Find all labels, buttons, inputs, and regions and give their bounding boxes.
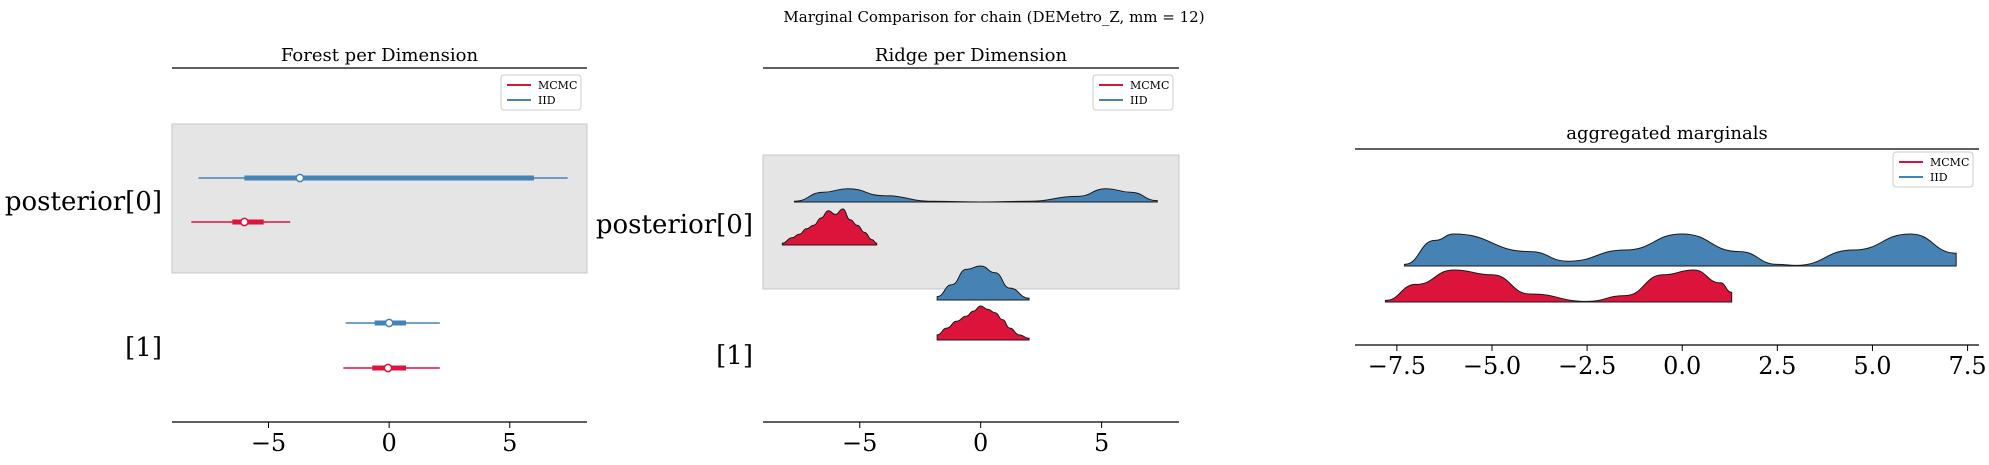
point-estimate <box>295 173 305 183</box>
x-tick-label: −5 <box>842 429 877 457</box>
x-tick-label: −5.0 <box>1463 352 1521 380</box>
point-estimate <box>240 217 249 227</box>
x-tick-label: −2.5 <box>1558 352 1616 380</box>
row-label: posterior[0] <box>596 210 753 240</box>
forest-mcmc-row-0 <box>191 217 291 227</box>
panels: Forest per Dimension −5 0 5 posterior[0] [1] M… <box>5 45 1987 457</box>
row-label: posterior[0] <box>5 187 162 217</box>
forest-mcmc-row-1 <box>343 363 440 373</box>
point-estimate <box>383 363 393 373</box>
legend-entry-mcmc: MCMC <box>1899 156 1969 169</box>
legend-label: MCMC <box>1930 156 1969 169</box>
legend-entry-mcmc: MCMC <box>1099 79 1169 92</box>
legend: MCMC IID <box>1892 151 1974 188</box>
x-tick-label: 0.0 <box>1663 352 1701 380</box>
x-tick-label: 5 <box>1094 429 1109 457</box>
legend: MCMC IID <box>1092 74 1174 111</box>
panel-title: Forest per Dimension <box>281 45 479 66</box>
legend-entry-iid: IID <box>1899 171 1948 184</box>
panel-title: Ridge per Dimension <box>875 45 1068 66</box>
x-tick-label: 0 <box>973 429 988 457</box>
x-tick-label: 7.5 <box>1948 352 1986 380</box>
legend-frame <box>500 74 582 111</box>
x-tick-label: −5 <box>251 429 286 457</box>
legend-label: MCMC <box>1130 79 1169 92</box>
legend-entry-iid: IID <box>1099 94 1148 107</box>
x-tick-label: 2.5 <box>1758 352 1796 380</box>
row-band <box>171 123 588 274</box>
forest-iid-row-1 <box>345 318 440 328</box>
figure-suptitle: Marginal Comparison for chain (DEMetro_Z… <box>783 8 1204 26</box>
legend-frame <box>1892 151 1974 188</box>
panel-1: Forest per Dimension −5 0 5 posterior[0] [1] M… <box>5 45 588 457</box>
panel-3: aggregated marginals −7.5 −5.0 −2.5 0.0 2.5 5.… <box>1355 123 1987 380</box>
ridge-aggregated-iid <box>1403 233 1957 267</box>
row-label: [1] <box>125 333 162 363</box>
legend-entry-iid: IID <box>507 94 556 107</box>
legend-label: MCMC <box>538 79 577 92</box>
x-tick-label: −7.5 <box>1368 352 1426 380</box>
ridge-mcmc-row-1 <box>936 305 1030 341</box>
panel-title: aggregated marginals <box>1566 123 1767 144</box>
x-tick-label: 5.0 <box>1853 352 1891 380</box>
legend-label: IID <box>538 94 556 107</box>
x-tick-label: 5 <box>502 429 517 457</box>
legend-label: IID <box>1930 171 1948 184</box>
legend: MCMC IID <box>500 74 582 111</box>
row-label: [1] <box>716 341 753 371</box>
ridge-iid-row-0 <box>793 188 1158 203</box>
panel-2: Ridge per Dimension −5 0 5 posterior[0] [1] MC… <box>596 45 1180 457</box>
x-tick-label: 0 <box>382 429 397 457</box>
legend-frame <box>1092 74 1174 111</box>
ridge-mcmc-row-0 <box>781 208 878 246</box>
ridge-iid-row-1 <box>936 265 1030 301</box>
ridge-aggregated-mcmc <box>1384 269 1733 303</box>
forest-iid-row-0 <box>198 173 568 183</box>
point-estimate <box>384 318 394 328</box>
legend-entry-mcmc: MCMC <box>507 79 577 92</box>
legend-label: IID <box>1130 94 1148 107</box>
